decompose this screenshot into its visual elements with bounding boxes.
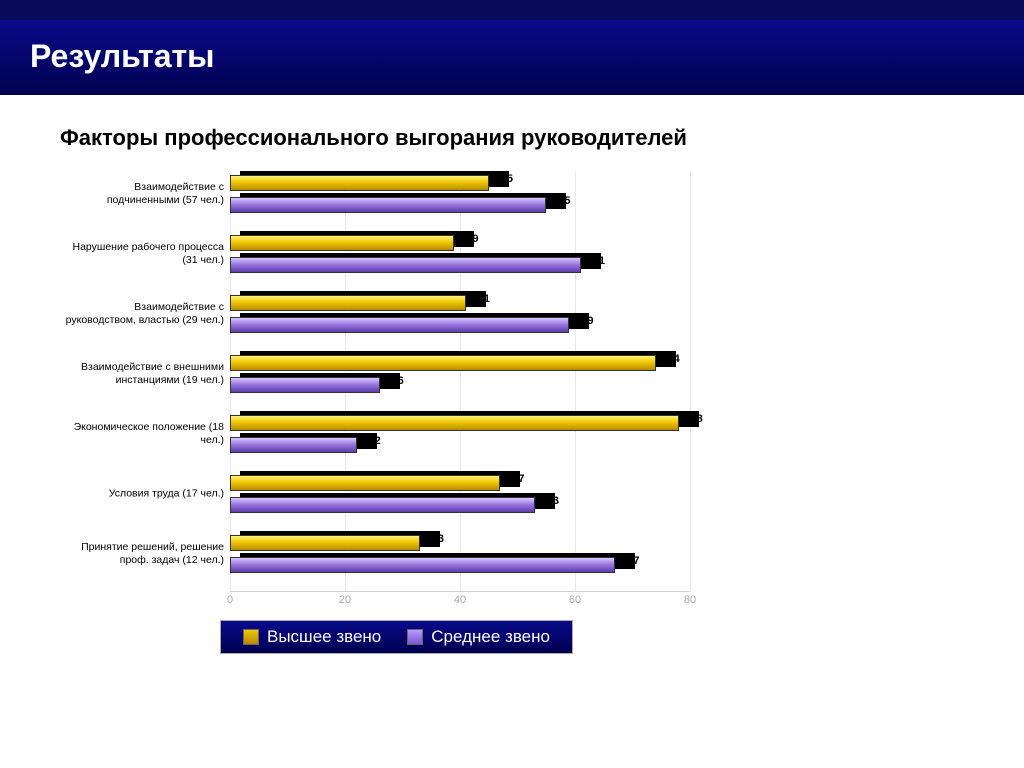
chart-row: Взаимодействие с подчиненными (57 чел.)4… <box>230 171 690 217</box>
chart-row: Экономическое положение (18 чел.)7822 <box>230 411 690 457</box>
bar-gold <box>230 415 679 431</box>
x-tick-label: 80 <box>684 594 696 606</box>
x-tick-label: 60 <box>569 594 581 606</box>
legend-item-gold: Высшее звено <box>243 627 381 647</box>
chart-row: Взаимодействие с руководством, властью (… <box>230 291 690 337</box>
legend-item-purple: Среднее звено <box>407 627 550 647</box>
bar-gold <box>230 235 454 251</box>
bar-value-gold: 74 <box>668 353 680 365</box>
category-label: Экономическое положение (18 чел.) <box>64 421 224 447</box>
bar-value-purple: 67 <box>627 555 639 567</box>
chart-rows: Взаимодействие с подчиненными (57 чел.)4… <box>60 171 780 577</box>
x-tick-label: 20 <box>339 594 351 606</box>
bar-value-gold: 41 <box>478 293 490 305</box>
chart-row: Нарушение рабочего процесса (31 чел.)396… <box>230 231 690 277</box>
bar-gold <box>230 355 656 371</box>
category-label: Условия труда (17 чел.) <box>64 487 224 500</box>
top-stripe <box>0 0 1024 20</box>
bar-value-purple: 22 <box>369 435 381 447</box>
legend-swatch-gold <box>243 629 259 645</box>
bar-purple <box>230 497 535 513</box>
chart-title: Факторы профессионального выгорания руко… <box>0 95 1024 151</box>
bar-value-purple: 53 <box>547 495 559 507</box>
category-label: Принятие решений, решение проф. задач (1… <box>64 541 224 567</box>
bar-value-gold: 33 <box>432 533 444 545</box>
page-title: Результаты <box>30 38 994 75</box>
bar-purple <box>230 557 615 573</box>
x-tick-label: 40 <box>454 594 466 606</box>
x-ticks: 020406080 <box>230 592 690 608</box>
bar-value-purple: 61 <box>593 255 605 267</box>
bar-group: 74 26 <box>230 351 690 397</box>
category-label: Взаимодействие с подчиненными (57 чел.) <box>64 181 224 207</box>
bar-gold <box>230 175 489 191</box>
bar-group: 33 67 <box>230 531 690 577</box>
title-band: Результаты <box>0 20 1024 95</box>
category-label: Нарушение рабочего процесса (31 чел.) <box>64 241 224 267</box>
bar-group: 41 59 <box>230 291 690 337</box>
bar-gold <box>230 535 420 551</box>
bar-purple <box>230 437 357 453</box>
bar-group: 39 61 <box>230 231 690 277</box>
bar-chart: Взаимодействие с подчиненными (57 чел.)4… <box>60 171 780 608</box>
bar-group: 47 53 <box>230 471 690 517</box>
bar-purple <box>230 257 581 273</box>
bar-purple <box>230 377 380 393</box>
bar-purple <box>230 317 569 333</box>
bar-gold <box>230 295 466 311</box>
legend-label-gold: Высшее звено <box>267 627 381 647</box>
chart-row: Условия труда (17 чел.)4753 <box>230 471 690 517</box>
legend: Высшее звено Среднее звено <box>220 620 573 654</box>
bar-value-gold: 47 <box>512 473 524 485</box>
legend-swatch-purple <box>407 629 423 645</box>
bar-value-purple: 59 <box>581 315 593 327</box>
chart-row: Принятие решений, решение проф. задач (1… <box>230 531 690 577</box>
legend-label-purple: Среднее звено <box>431 627 550 647</box>
bar-value-gold: 78 <box>691 413 703 425</box>
slide: Результаты Факторы профессионального выг… <box>0 0 1024 768</box>
bar-value-gold: 39 <box>466 233 478 245</box>
bar-value-purple: 55 <box>558 195 570 207</box>
bar-value-gold: 45 <box>501 173 513 185</box>
x-tick-label: 0 <box>227 594 233 606</box>
category-label: Взаимодействие с внешними инстанциями (1… <box>64 361 224 387</box>
bar-gold <box>230 475 500 491</box>
chart-row: Взаимодействие с внешними инстанциями (1… <box>230 351 690 397</box>
bar-group: 45 55 <box>230 171 690 217</box>
bar-purple <box>230 197 546 213</box>
bar-value-purple: 26 <box>392 375 404 387</box>
bar-group: 7822 <box>230 411 690 457</box>
category-label: Взаимодействие с руководством, властью (… <box>64 301 224 327</box>
